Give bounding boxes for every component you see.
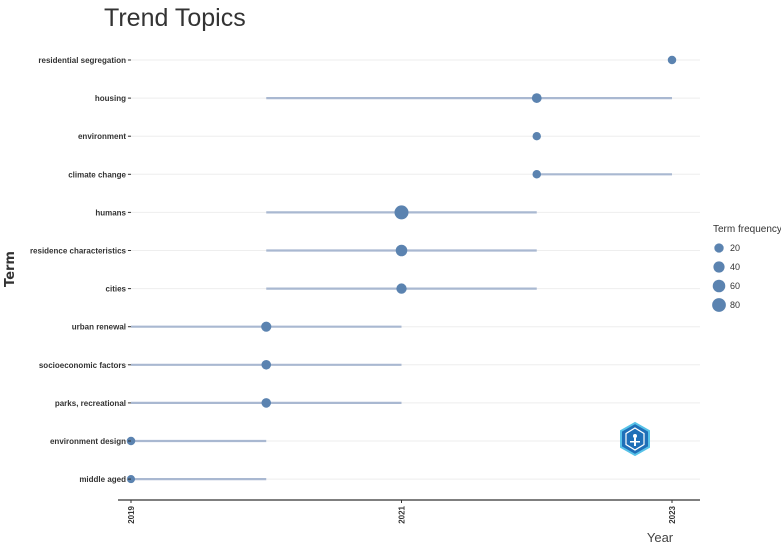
logo-icon xyxy=(620,421,650,457)
y-tick-label: parks, recreational xyxy=(55,399,126,408)
term-point xyxy=(532,170,542,179)
y-tick-label: humans xyxy=(95,208,126,217)
legend-title: Term frequency xyxy=(713,224,781,235)
grid xyxy=(118,59,700,480)
x-tick-label: 2019 xyxy=(127,505,136,523)
term-point xyxy=(396,283,407,294)
y-tick-label: middle aged xyxy=(79,475,126,484)
legend-swatch xyxy=(714,243,724,253)
legend-label: 20 xyxy=(730,243,740,253)
legend: Term frequency 20 40 60 80 xyxy=(712,224,781,312)
y-tick-label: environment xyxy=(78,132,126,141)
legend-label: 60 xyxy=(730,281,740,291)
y-tick-label: housing xyxy=(95,94,126,103)
y-tick-label: environment design xyxy=(50,437,126,446)
trend-series xyxy=(126,55,677,484)
legend-swatch xyxy=(712,279,726,293)
x-axis-title: Year xyxy=(647,530,674,545)
y-tick-label: cities xyxy=(106,285,127,294)
term-point xyxy=(532,132,541,141)
x-tick-label: 2021 xyxy=(398,505,407,523)
legend-swatch xyxy=(712,298,726,312)
y-tick-label: residence characteristics xyxy=(30,247,127,256)
term-point xyxy=(531,93,542,103)
y-tick-label: socioeconomic factors xyxy=(39,361,127,370)
y-tick-label: residential segregation xyxy=(38,56,126,65)
legend-swatch xyxy=(713,261,725,273)
legend-label: 80 xyxy=(730,300,740,310)
term-point xyxy=(261,321,272,332)
term-point xyxy=(667,55,677,65)
legend-items: 20 40 60 80 xyxy=(712,243,740,312)
legend-label: 40 xyxy=(730,262,740,272)
term-point xyxy=(394,205,409,220)
y-tick-label: urban renewal xyxy=(72,323,126,332)
y-axis-title: Term xyxy=(3,251,18,287)
y-tick-label: climate change xyxy=(68,170,126,179)
y-axis-labels: residential segregation housing environmen… xyxy=(30,56,131,484)
term-point xyxy=(261,360,272,370)
term-point xyxy=(261,398,272,408)
x-axis-ticks: 2019 2021 2023 xyxy=(127,500,677,524)
x-tick-label: 2023 xyxy=(668,505,677,523)
chart-title: Trend Topics xyxy=(104,4,246,32)
term-point xyxy=(395,244,408,257)
